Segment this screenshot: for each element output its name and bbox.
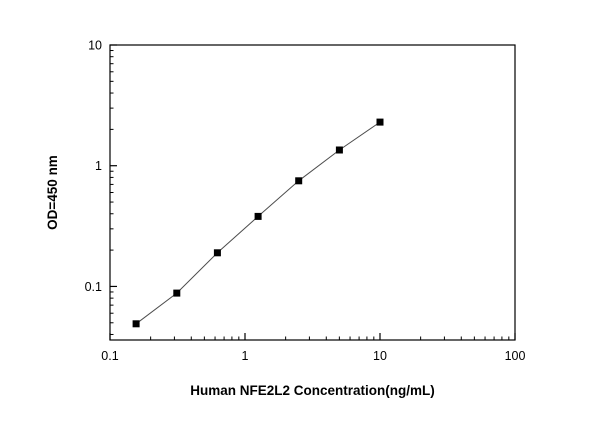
data-point-marker xyxy=(295,177,303,185)
x-tick-label: 1 xyxy=(242,349,249,363)
x-axis-title: Human NFE2L2 Concentration(ng/mL) xyxy=(190,383,435,398)
y-axis: 0.1 1 10 xyxy=(85,39,117,335)
y-tick-label: 0.1 xyxy=(85,280,102,294)
x-tick-label: 10 xyxy=(373,349,387,363)
y-tick-label: 10 xyxy=(88,39,102,53)
data-point-marker xyxy=(335,146,343,154)
x-tick-label: 100 xyxy=(505,349,526,363)
y-axis-title: OD=450 nm xyxy=(45,155,60,230)
data-point-marker xyxy=(254,212,262,220)
data-point-marker xyxy=(132,320,140,328)
data-point-marker xyxy=(376,118,384,126)
y-tick-label: 1 xyxy=(95,159,102,173)
x-tick-label: 0.1 xyxy=(101,349,118,363)
data-point-marker xyxy=(213,249,221,257)
data-point-marker xyxy=(173,289,181,297)
data-series-standard-curve xyxy=(132,118,384,328)
